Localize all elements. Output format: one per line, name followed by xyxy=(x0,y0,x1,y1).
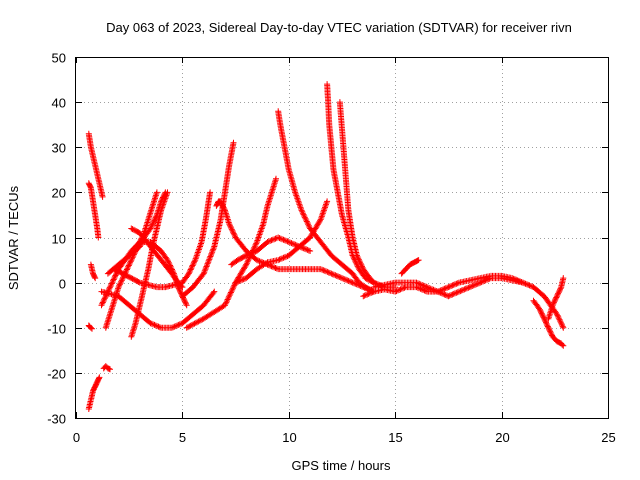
series-arc-c xyxy=(87,261,99,282)
data-point-markers xyxy=(275,108,377,295)
series-arc-n xyxy=(179,139,237,300)
axis-ticks xyxy=(76,57,609,419)
series-arc-b xyxy=(85,180,102,241)
y-axis-label: SDTVAR / TECUs xyxy=(6,185,21,290)
plot-frame xyxy=(75,57,609,419)
series-arc-s xyxy=(228,234,314,268)
data-point-markers xyxy=(228,234,314,268)
data-point-markers xyxy=(530,297,567,349)
x-tick-labels: 0 5 10 15 20 25 xyxy=(73,430,616,445)
y-tick-labels: -30 -20 -10 0 10 20 30 40 50 xyxy=(47,51,66,427)
series-arc-i xyxy=(98,288,218,331)
data-point-markers xyxy=(545,275,567,322)
data-point-markers xyxy=(128,189,171,340)
x-tick-label: 15 xyxy=(388,430,402,445)
data-point-markers xyxy=(85,180,102,241)
series-arc-m xyxy=(111,189,214,291)
data-point-markers xyxy=(336,99,377,286)
y-tick-label: 40 xyxy=(52,96,66,111)
data-points xyxy=(85,81,567,412)
series-arc-z xyxy=(545,275,567,322)
data-point-markers xyxy=(179,139,237,300)
data-point-markers xyxy=(98,288,218,331)
series-arc-x xyxy=(398,257,422,277)
data-point-markers xyxy=(85,130,106,200)
data-point-markers xyxy=(370,275,526,300)
series-arc-y xyxy=(530,297,567,349)
series-arc-d xyxy=(85,322,95,332)
series-arc-a xyxy=(85,130,106,200)
data-point-markers xyxy=(104,189,169,277)
x-axis-label: GPS time / hours xyxy=(292,458,391,473)
series-arc-q xyxy=(275,108,377,295)
y-tick-label: -10 xyxy=(47,322,66,337)
x-tick-label: 0 xyxy=(73,430,80,445)
y-tick-label: -20 xyxy=(47,367,66,382)
y-tick-label: 0 xyxy=(59,277,66,292)
data-point-markers xyxy=(232,198,331,286)
y-tick-label: 30 xyxy=(52,141,66,156)
x-tick-label: 25 xyxy=(601,430,615,445)
series-arc-j xyxy=(104,189,169,277)
series-arc-w xyxy=(370,275,526,300)
data-point-markers xyxy=(111,189,214,291)
x-tick-label: 10 xyxy=(282,430,296,445)
series-arc-k xyxy=(128,189,171,340)
chart-title: Day 063 of 2023, Sidereal Day-to-day VTE… xyxy=(106,20,572,35)
data-point-markers xyxy=(87,261,99,282)
series-arc-f xyxy=(100,363,113,373)
y-tick-label: 10 xyxy=(52,232,66,247)
x-tick-label: 5 xyxy=(179,430,186,445)
data-point-markers xyxy=(398,257,422,277)
y-tick-label: -30 xyxy=(47,412,66,427)
series-arc-r xyxy=(232,198,331,286)
series-arc-u xyxy=(336,99,377,286)
data-point-markers xyxy=(100,363,113,373)
y-tick-label: 50 xyxy=(52,51,66,66)
series-arc-e xyxy=(85,374,103,412)
data-point-markers xyxy=(85,374,103,412)
x-tick-label: 20 xyxy=(495,430,509,445)
y-tick-label: 20 xyxy=(52,186,66,201)
data-point-markers xyxy=(85,322,95,332)
